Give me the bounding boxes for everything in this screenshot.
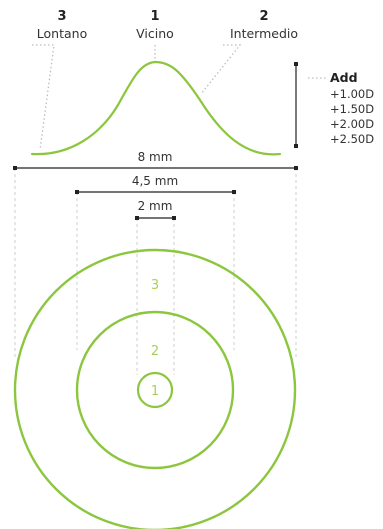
dimension-2mm: 2 mm	[135, 199, 176, 220]
zone-far-label: Lontano	[37, 26, 87, 41]
zone-far-number: 3	[57, 9, 66, 24]
zone-near-number: 1	[150, 9, 159, 24]
zone-intermediate-label: Intermedio	[230, 26, 298, 41]
zone-intermediate-number: 2	[259, 9, 268, 24]
ring-far-zone	[13, 248, 297, 529]
dimension-8mm-label: 8 mm	[138, 150, 173, 164]
zone-near-label: Vicino	[136, 26, 174, 41]
dimension-4-5mm: 4,5 mm	[75, 174, 236, 194]
dimension-8mm: 8 mm	[13, 150, 298, 170]
power-profile-curve	[30, 60, 282, 156]
dimension-4-5mm-label: 4,5 mm	[132, 174, 178, 188]
ring-intermediate-label: 2	[151, 344, 159, 359]
ring-intermediate-zone	[75, 310, 235, 470]
zone-intermediate: 2 Intermedio	[230, 9, 298, 41]
add-value-2: +1.50D	[330, 102, 374, 116]
add-value-3: +2.00D	[330, 117, 374, 131]
vertical-guides	[14, 168, 297, 375]
ring-near-label: 1	[151, 384, 159, 399]
lens-rings: 3 2 1	[13, 248, 297, 529]
ring-near-zone	[136, 371, 174, 409]
add-title: Add	[330, 70, 358, 85]
add-value-1: +1.00D	[330, 87, 374, 101]
add-legend: Add +1.00D +1.50D +2.00D +2.50D	[330, 70, 374, 146]
add-value-4: +2.50D	[330, 132, 374, 146]
zone-far: 3 Lontano	[37, 9, 87, 41]
zone-near: 1 Vicino	[136, 9, 174, 41]
dimension-2mm-label: 2 mm	[138, 199, 173, 213]
label-leaders	[32, 44, 328, 151]
ring-far-label: 3	[151, 278, 159, 293]
add-bracket	[294, 62, 298, 148]
